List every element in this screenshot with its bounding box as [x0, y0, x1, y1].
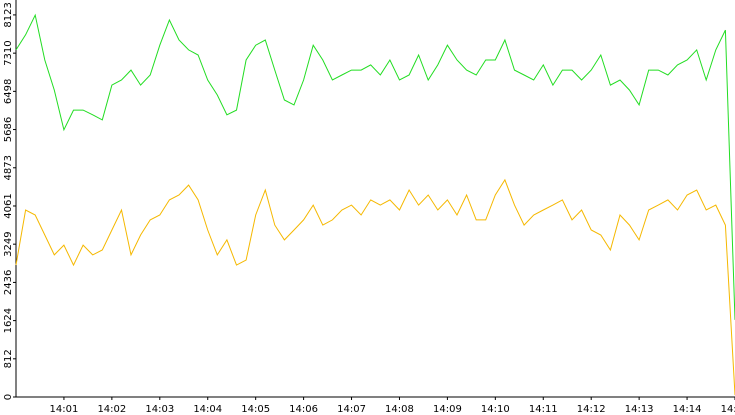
y-tick-label: 5686 [3, 117, 14, 142]
x-tick-label: 14:10 [481, 404, 510, 415]
y-tick-label: 1624 [3, 308, 14, 333]
x-tick-label: 14:15 [721, 404, 735, 415]
x-tick-label: 14:04 [193, 404, 222, 415]
y-tick-label: 0 [3, 394, 14, 400]
y-tick-label: 4061 [3, 193, 14, 218]
x-tick-label: 14:07 [337, 404, 366, 415]
x-tick-label: 14:11 [529, 404, 558, 415]
y-tick-label: 8123 [3, 2, 14, 27]
x-tick-label: 14:13 [625, 404, 654, 415]
x-tick-label: 14:08 [385, 404, 414, 415]
x-tick-label: 14:01 [50, 404, 79, 415]
x-tick-label: 14:03 [145, 404, 174, 415]
series-line [15, 178, 735, 396]
x-tick-label: 14:12 [577, 404, 606, 415]
y-tick-label: 6498 [3, 79, 14, 104]
y-tick-label: 3249 [3, 231, 14, 256]
y-tick-label: 812 [3, 349, 14, 368]
y-tick-label: 2436 [3, 270, 14, 295]
y-tick-label: 4873 [3, 155, 14, 180]
x-tick-label: 14:09 [433, 404, 462, 415]
series-line [15, 13, 735, 320]
x-tick-label: 14:02 [97, 404, 126, 415]
x-tick-label: 14:05 [241, 404, 270, 415]
y-tick-label: 7310 [3, 40, 14, 65]
x-tick-label: 14:14 [673, 404, 702, 415]
x-tick-label: 14:06 [289, 404, 318, 415]
